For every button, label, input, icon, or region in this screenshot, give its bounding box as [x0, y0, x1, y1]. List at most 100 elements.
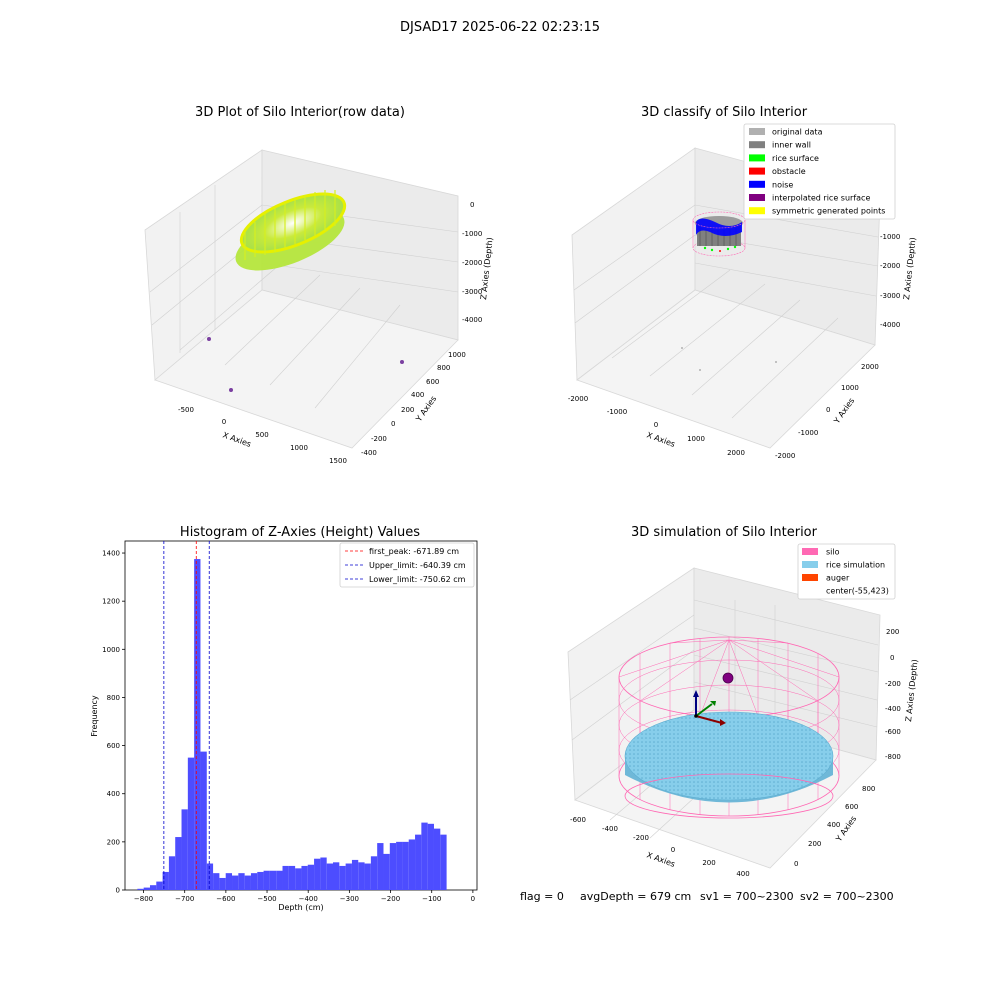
figure-suptitle: DJSAD17 2025-06-22 02:23:15	[400, 20, 600, 35]
svg-text:0: 0	[794, 860, 798, 868]
classify-legend-swatch	[749, 194, 765, 201]
svg-text:200: 200	[702, 859, 715, 867]
classify-y-ticks: -2000 -1000 0 1000 2000	[775, 363, 879, 460]
histogram-bar	[339, 865, 346, 890]
histogram-bar	[225, 873, 233, 890]
histogram-x-tick-label: −200	[381, 895, 400, 903]
histogram-bar	[351, 859, 359, 890]
histogram-bars	[137, 559, 447, 890]
histogram-bar	[269, 870, 277, 890]
svg-text:0: 0	[222, 418, 226, 426]
svg-text:800: 800	[437, 364, 450, 372]
histogram-bar	[433, 828, 441, 890]
svg-text:-3000: -3000	[880, 292, 900, 300]
raw-outlier-point	[207, 337, 211, 341]
histogram-bar	[314, 858, 321, 890]
classify-legend-label: original data	[772, 128, 823, 137]
histogram-bar	[301, 865, 308, 890]
classify-legend-swatch	[749, 128, 765, 135]
histogram-bar	[288, 865, 296, 890]
panel-simulation-3d: 3D simulation of Silo Interior	[567, 525, 920, 878]
histogram-y-tick-label: 0	[116, 887, 120, 895]
classify-legend-swatch	[749, 141, 765, 149]
histogram-x-tick-label: −300	[340, 895, 359, 903]
svg-text:-4000: -4000	[462, 316, 482, 324]
histogram-bar	[282, 865, 289, 890]
histogram-y-tick-label: 1000	[102, 646, 120, 654]
histogram-bar	[143, 887, 150, 890]
svg-text:200: 200	[886, 628, 899, 636]
classify-z-ticks: -1000 -2000 -3000 -4000	[880, 233, 900, 329]
simulation-legend-label: center(-55,423)	[826, 587, 889, 596]
histogram-bar	[187, 757, 195, 890]
histogram-bar	[408, 839, 416, 890]
histogram-bar	[137, 888, 144, 890]
status-footer: flag = 0 avgDepth = 679 cm sv1 = 700~230…	[520, 890, 894, 903]
svg-text:-800: -800	[885, 753, 901, 761]
histogram-y-tick-label: 600	[107, 742, 120, 750]
simulation-y-ticks: 0 200 400 600 800	[794, 785, 875, 868]
simulation-y-label: Y Axies	[834, 814, 859, 844]
svg-text:0: 0	[470, 201, 474, 209]
raw-outlier-point	[229, 388, 233, 392]
histogram-bar	[333, 862, 340, 890]
simulation-legend-swatch	[802, 561, 818, 568]
histogram-legend-label: Upper_limit: -640.39 cm	[369, 561, 466, 570]
svg-text:600: 600	[845, 803, 858, 811]
classify-x-ticks: -2000 -1000 0 1000 2000	[568, 395, 745, 457]
panel-raw-3d: 3D Plot of Silo Interior(row data)	[144, 105, 495, 465]
svg-text:400: 400	[827, 821, 840, 829]
histogram-bar	[238, 873, 245, 890]
histogram-bar	[389, 843, 397, 890]
histogram-bar	[320, 857, 327, 890]
flag-text: flag = 0	[520, 890, 564, 903]
avg-depth-text: avgDepth = 679 cm	[580, 890, 691, 903]
classify-legend-swatch	[749, 180, 765, 188]
classify-legend-label: obstacle	[772, 167, 806, 176]
svg-text:-200: -200	[371, 435, 387, 443]
histogram-y-label: Frequency	[90, 695, 99, 737]
histogram-y-tick-label: 1400	[102, 550, 120, 558]
svg-text:1000: 1000	[687, 435, 705, 443]
svg-text:0: 0	[671, 846, 675, 854]
histogram-bar	[421, 822, 428, 890]
classify-legend-swatch	[749, 207, 765, 215]
histogram-bar	[194, 559, 201, 890]
svg-text:-400: -400	[361, 449, 377, 457]
classify-y-label: Y Axies	[832, 396, 857, 426]
classify-point-cloud	[681, 211, 777, 371]
classify-legend-label: rice surface	[772, 154, 819, 163]
raw-point-cloud	[207, 190, 404, 392]
raw-outlier-point	[400, 360, 404, 364]
svg-text:-600: -600	[885, 728, 901, 736]
svg-text:-4000: -4000	[880, 321, 900, 329]
histogram-reference-lines	[163, 541, 210, 890]
simulation-legend-label: silo	[826, 548, 840, 557]
histogram-bar	[168, 856, 176, 890]
classify-legend: original data inner wall rice surface obsta…	[743, 123, 896, 220]
classify-legend-label: inner wall	[772, 141, 811, 150]
histogram-bar	[156, 881, 163, 890]
svg-text:-1000: -1000	[798, 429, 818, 437]
histogram-legend-label: Lower_limit: -750.62 cm	[369, 575, 466, 584]
svg-text:-400: -400	[885, 705, 901, 713]
svg-text:-1000: -1000	[880, 233, 900, 241]
svg-text:400: 400	[411, 391, 424, 399]
histogram-x-tick-label: −600	[216, 895, 235, 903]
raw-x-ticks: -500 0 500 1000 1500	[178, 406, 347, 465]
auger-marker	[722, 672, 734, 684]
classify-legend-label: interpolated rice surface	[772, 194, 870, 203]
classify-z-label: Z Axies (Depth)	[902, 237, 918, 300]
histogram-x-tick-label: 0	[471, 895, 475, 903]
histogram-x-tick-label: −700	[175, 895, 194, 903]
svg-text:2000: 2000	[861, 363, 879, 371]
panel-raw-title: 3D Plot of Silo Interior(row data)	[195, 105, 405, 120]
histogram-bar	[326, 863, 334, 890]
svg-text:400: 400	[736, 870, 749, 878]
histogram-bar	[232, 875, 239, 890]
histogram-bar	[250, 873, 258, 890]
svg-text:1500: 1500	[329, 457, 347, 465]
histogram-bar	[307, 864, 315, 890]
histogram-bar	[200, 751, 207, 890]
histogram-bar	[257, 871, 264, 890]
